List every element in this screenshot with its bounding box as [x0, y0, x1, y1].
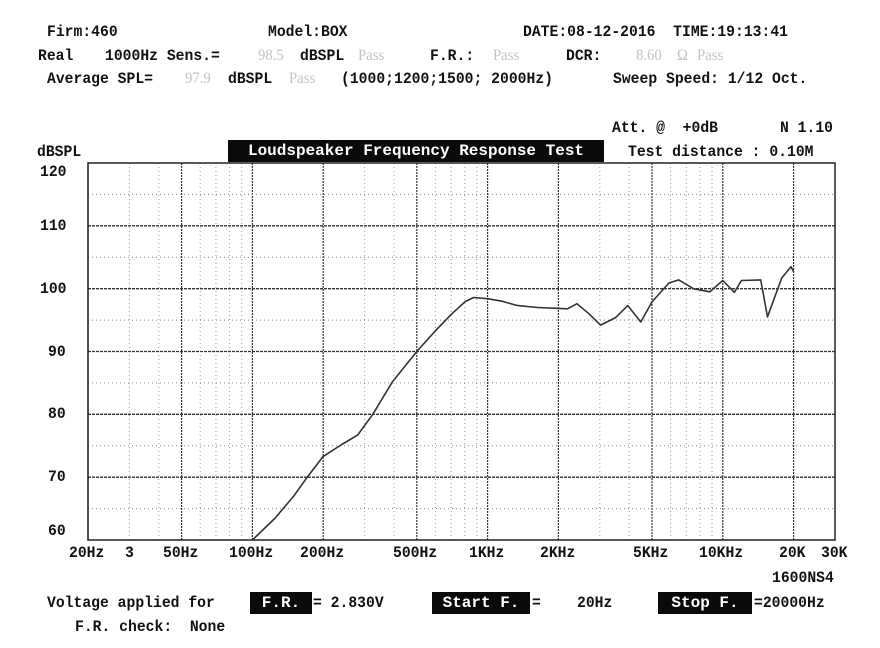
fr-label: F.R.:	[430, 47, 475, 65]
start-freq-eq: =	[532, 594, 541, 612]
x-tick-label: 5KHz	[633, 544, 669, 562]
model-code: 1600NS4	[772, 569, 834, 587]
dcr-value: 8.60	[636, 47, 662, 64]
fr-check: F.R. check: None	[75, 618, 226, 636]
x-tick-label: 500Hz	[393, 544, 438, 562]
y-tick-label: 60	[48, 522, 66, 540]
avg-status: Pass	[289, 70, 316, 87]
n-value: N 1.10	[780, 119, 834, 137]
x-tick-label: 10KHz	[699, 544, 744, 562]
test-distance: Test distance : 0.10M	[628, 143, 814, 161]
start-freq-box: Start F.	[432, 592, 530, 614]
response-curve	[251, 265, 795, 541]
x-tick-label: 2KHz	[539, 544, 575, 562]
sens-status: Pass	[358, 47, 385, 64]
x-tick-label: 200Hz	[299, 544, 344, 562]
x-tick-label: 30K	[820, 544, 848, 562]
plot-frame	[87, 162, 836, 541]
stop-freq-value: =20000Hz	[754, 594, 825, 612]
firm: Firm:460	[47, 23, 118, 41]
dcr-status: Pass	[697, 47, 724, 64]
y-tick-label: 120	[40, 163, 67, 181]
x-tick-label: 3	[124, 544, 134, 562]
x-tick-label: 100Hz	[228, 544, 274, 562]
fr-box: F.R.	[250, 592, 312, 614]
voltage-label: Voltage applied for	[47, 594, 215, 612]
dcr-unit: Ω	[677, 47, 688, 64]
voltage-value: = 2.830V	[313, 594, 384, 612]
attenuation: Att. @ +0dB	[612, 119, 719, 137]
sens-value: 98.5	[258, 47, 284, 64]
avg-label: Average SPL=	[47, 70, 154, 88]
y-axis-label: dBSPL	[37, 143, 82, 161]
avg-freqs: (1000;1200;1500; 2000Hz)	[341, 70, 554, 88]
x-tick-label: 50Hz	[162, 544, 199, 562]
avg-value: 97.9	[185, 70, 211, 87]
date-time: DATE:08-12-2016 TIME:19:13:41	[523, 23, 789, 41]
chart-title: Loudspeaker Frequency Response Test	[228, 140, 604, 162]
fr-status: Pass	[493, 47, 520, 64]
stop-freq-box: Stop F.	[658, 592, 752, 614]
y-tick-label: 110	[40, 216, 67, 235]
x-tick-label: 20K	[779, 544, 806, 562]
sweep-speed: Sweep Speed: 1/12 Oct.	[613, 70, 808, 88]
y-tick-label: 70	[48, 468, 66, 487]
dcr-label: DCR:	[566, 47, 602, 65]
x-tick-label: 1KHz	[468, 544, 505, 562]
model: Model:BOX	[268, 23, 348, 41]
y-tick-label: 100	[40, 279, 67, 298]
y-tick-label: 90	[48, 342, 66, 361]
real-label: Real	[38, 47, 74, 65]
x-tick-label: 20Hz	[69, 544, 105, 562]
y-tick-label: 80	[48, 405, 66, 424]
sens-unit: dBSPL	[300, 47, 345, 65]
start-freq-value: 20Hz	[577, 594, 613, 612]
avg-unit: dBSPL	[228, 70, 273, 88]
sens-label: 1000Hz Sens.=	[105, 47, 220, 65]
